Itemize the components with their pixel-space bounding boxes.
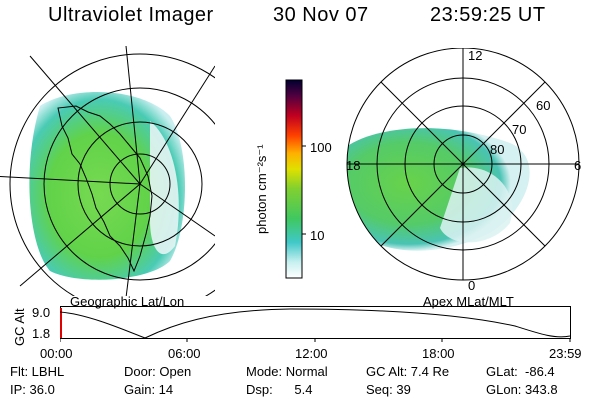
mlat-label-80: 80 bbox=[490, 142, 505, 157]
colorbar-tick-100: 100 bbox=[310, 140, 332, 155]
mlt-label-18: 18 bbox=[346, 158, 361, 173]
geo-lat-circle bbox=[77, 121, 203, 247]
timeline-ylabel: GC Alt bbox=[12, 308, 27, 346]
geo-meridian bbox=[29, 55, 141, 185]
polar-diagonal-line bbox=[380, 81, 546, 247]
mlat-label-70: 70 bbox=[512, 122, 527, 137]
altitude-curve bbox=[60, 308, 571, 339]
geo-meridian bbox=[125, 46, 141, 185]
colorbar bbox=[285, 79, 306, 279]
timeline-xtick-1200: 12:00 bbox=[295, 346, 328, 361]
altitude-timeline bbox=[60, 306, 571, 342]
status-gain: Gain: 14 bbox=[124, 382, 174, 397]
mlt-label-0: 0 bbox=[468, 278, 476, 293]
status-mode: Mode: Normal bbox=[246, 364, 328, 379]
mlt-label-6: 6 bbox=[574, 158, 582, 173]
geo-meridian bbox=[19, 183, 141, 287]
status-glat: GLat: -86.4 bbox=[486, 364, 555, 379]
timeline-ytick-bottom: 1.8 bbox=[32, 326, 51, 341]
geo-meridian bbox=[0, 176, 141, 185]
mlat-label-60: 60 bbox=[536, 98, 551, 113]
timeline-ytick-top: 9.0 bbox=[32, 305, 51, 320]
status-seq: Seq: 39 bbox=[366, 382, 411, 397]
geographic-map-label: Geographic Lat/Lon bbox=[70, 294, 185, 309]
antarctica-coastline bbox=[57, 105, 153, 273]
timeline-xtick-2359: 23:59 bbox=[549, 346, 582, 361]
status-gc-alt: GC Alt: 7.4 Re bbox=[366, 364, 450, 379]
status-dsp: Dsp: 5.4 bbox=[246, 382, 313, 397]
geo-meridian bbox=[139, 65, 215, 185]
instrument-title: Ultraviolet Imager bbox=[48, 4, 214, 26]
image-time: 23:59:25 UT bbox=[430, 4, 546, 26]
timeline-xtick-1800: 18:00 bbox=[422, 346, 455, 361]
colorbar-tick-10: 10 bbox=[310, 228, 325, 243]
status-door: Door: Open bbox=[124, 364, 192, 379]
geographic-map bbox=[0, 46, 215, 296]
image-date: 30 Nov 07 bbox=[273, 4, 369, 26]
status-glon: GLon: 343.8 bbox=[486, 382, 558, 397]
timeline-xtick-0000: 00:00 bbox=[40, 346, 73, 361]
status-filter: Flt: LBHL bbox=[10, 364, 65, 379]
geo-lat-circle bbox=[109, 153, 171, 215]
geo-meridian bbox=[125, 183, 141, 296]
geo-lat-circle bbox=[9, 53, 215, 296]
status-ip: IP: 36.0 bbox=[10, 382, 55, 397]
geo-lat-circle bbox=[43, 87, 215, 281]
apex-map-label: Apex MLat/MLT bbox=[423, 294, 514, 309]
timeline-xtick-0600: 06:00 bbox=[168, 346, 201, 361]
geo-meridian bbox=[139, 183, 215, 237]
mlt-label-12: 12 bbox=[468, 48, 483, 63]
apex-polar-map bbox=[346, 48, 580, 281]
